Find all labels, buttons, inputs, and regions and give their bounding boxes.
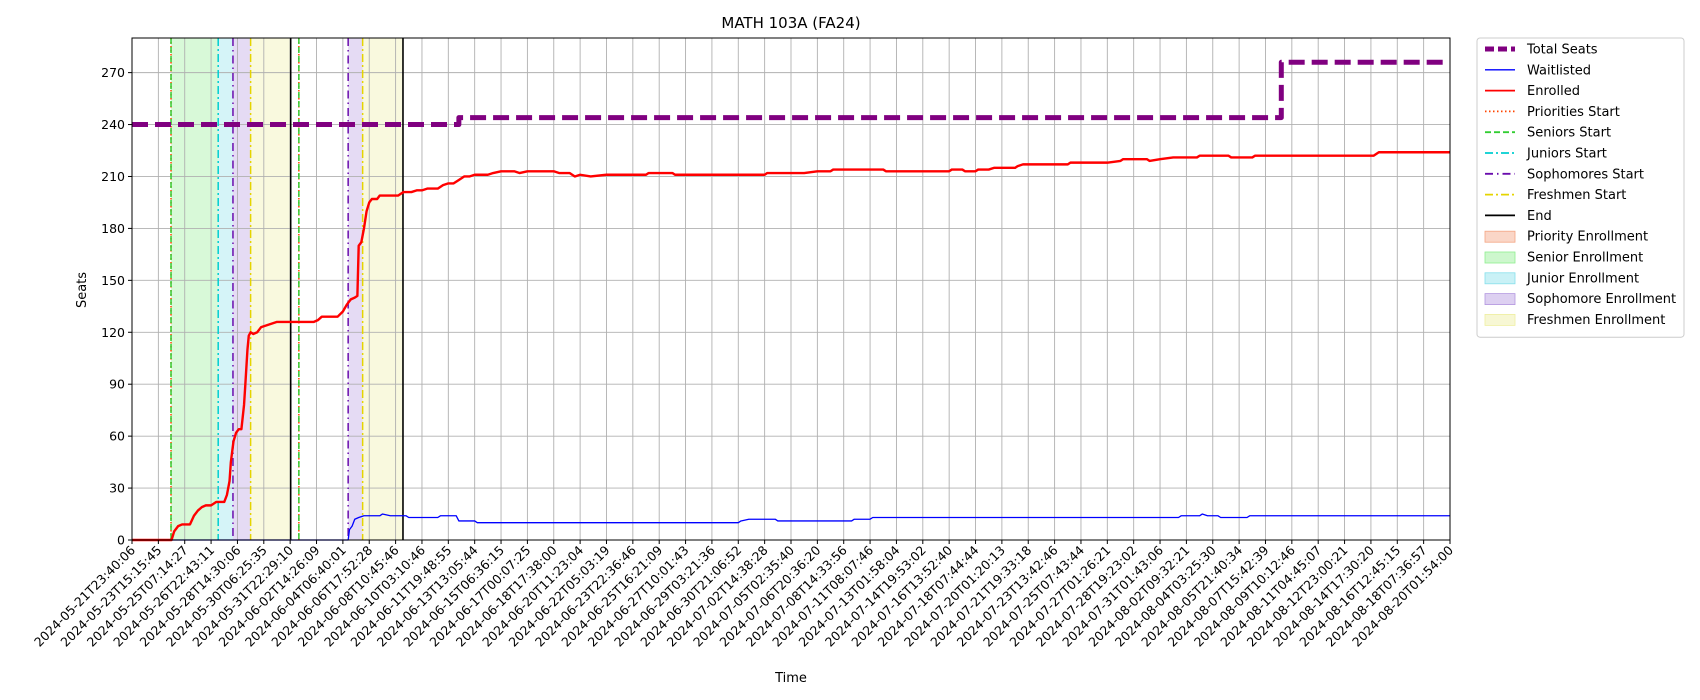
y-tick-label: 150 <box>101 273 125 288</box>
shaded-region-1-0 <box>171 38 219 540</box>
legend-label-3: Priorities Start <box>1527 105 1620 120</box>
legend-label-6: Sophomores Start <box>1527 167 1644 182</box>
y-tick-label: 30 <box>109 481 125 496</box>
y-tick-label: 270 <box>101 65 125 80</box>
shaded-region-3-1 <box>348 38 363 540</box>
shaded-region-4-1 <box>362 38 403 540</box>
y-tick-label: 180 <box>101 221 125 236</box>
y-tick-label: 240 <box>101 117 125 132</box>
x-axis-title: Time <box>774 671 807 686</box>
legend-label-1: Waitlisted <box>1527 63 1591 78</box>
legend-swatch-9 <box>1484 230 1516 243</box>
legend-label-5: Juniors Start <box>1526 147 1607 162</box>
plot-area: 03060901201501802102402702024-05-21T23:4… <box>31 37 1456 650</box>
series-line-2 <box>132 151 1450 542</box>
legend-label-10: Senior Enrollment <box>1527 251 1643 266</box>
legend-swatch-11 <box>1484 272 1516 285</box>
legend-box <box>1476 37 1685 338</box>
shaded-region-4-0 <box>250 38 291 540</box>
y-tick-label: 0 <box>117 533 125 548</box>
legend-label-12: Sophomore Enrollment <box>1527 292 1676 307</box>
y-tick-label: 90 <box>109 377 125 392</box>
legend-label-8: End <box>1527 209 1552 224</box>
y-tick-label: 120 <box>101 325 125 340</box>
legend-label-0: Total Seats <box>1526 43 1598 58</box>
chart-title: MATH 103A (FA24) <box>721 14 860 32</box>
series-line-0 <box>132 59 1450 128</box>
legend-label-7: Freshmen Start <box>1527 188 1626 203</box>
legend-label-13: Freshmen Enrollment <box>1527 313 1665 328</box>
legend-swatch-10 <box>1484 251 1516 264</box>
series-line-1 <box>132 513 1450 541</box>
shaded-region-3-0 <box>232 38 251 540</box>
legend-label-11: Junior Enrollment <box>1526 271 1639 286</box>
legend: Total Seats Waitlisted Enrolled Priorities … <box>1476 37 1685 338</box>
legend-label-9: Priority Enrollment <box>1527 230 1648 245</box>
legend-label-4: Seniors Start <box>1527 126 1611 141</box>
y-tick-label: 210 <box>101 169 125 184</box>
y-axis-title: Seats <box>75 272 90 308</box>
y-tick-label: 60 <box>109 429 125 444</box>
legend-swatch-13 <box>1484 313 1516 326</box>
legend-label-2: Enrolled <box>1527 84 1580 99</box>
legend-swatch-12 <box>1484 293 1516 306</box>
shaded-region-2-0 <box>218 38 233 540</box>
